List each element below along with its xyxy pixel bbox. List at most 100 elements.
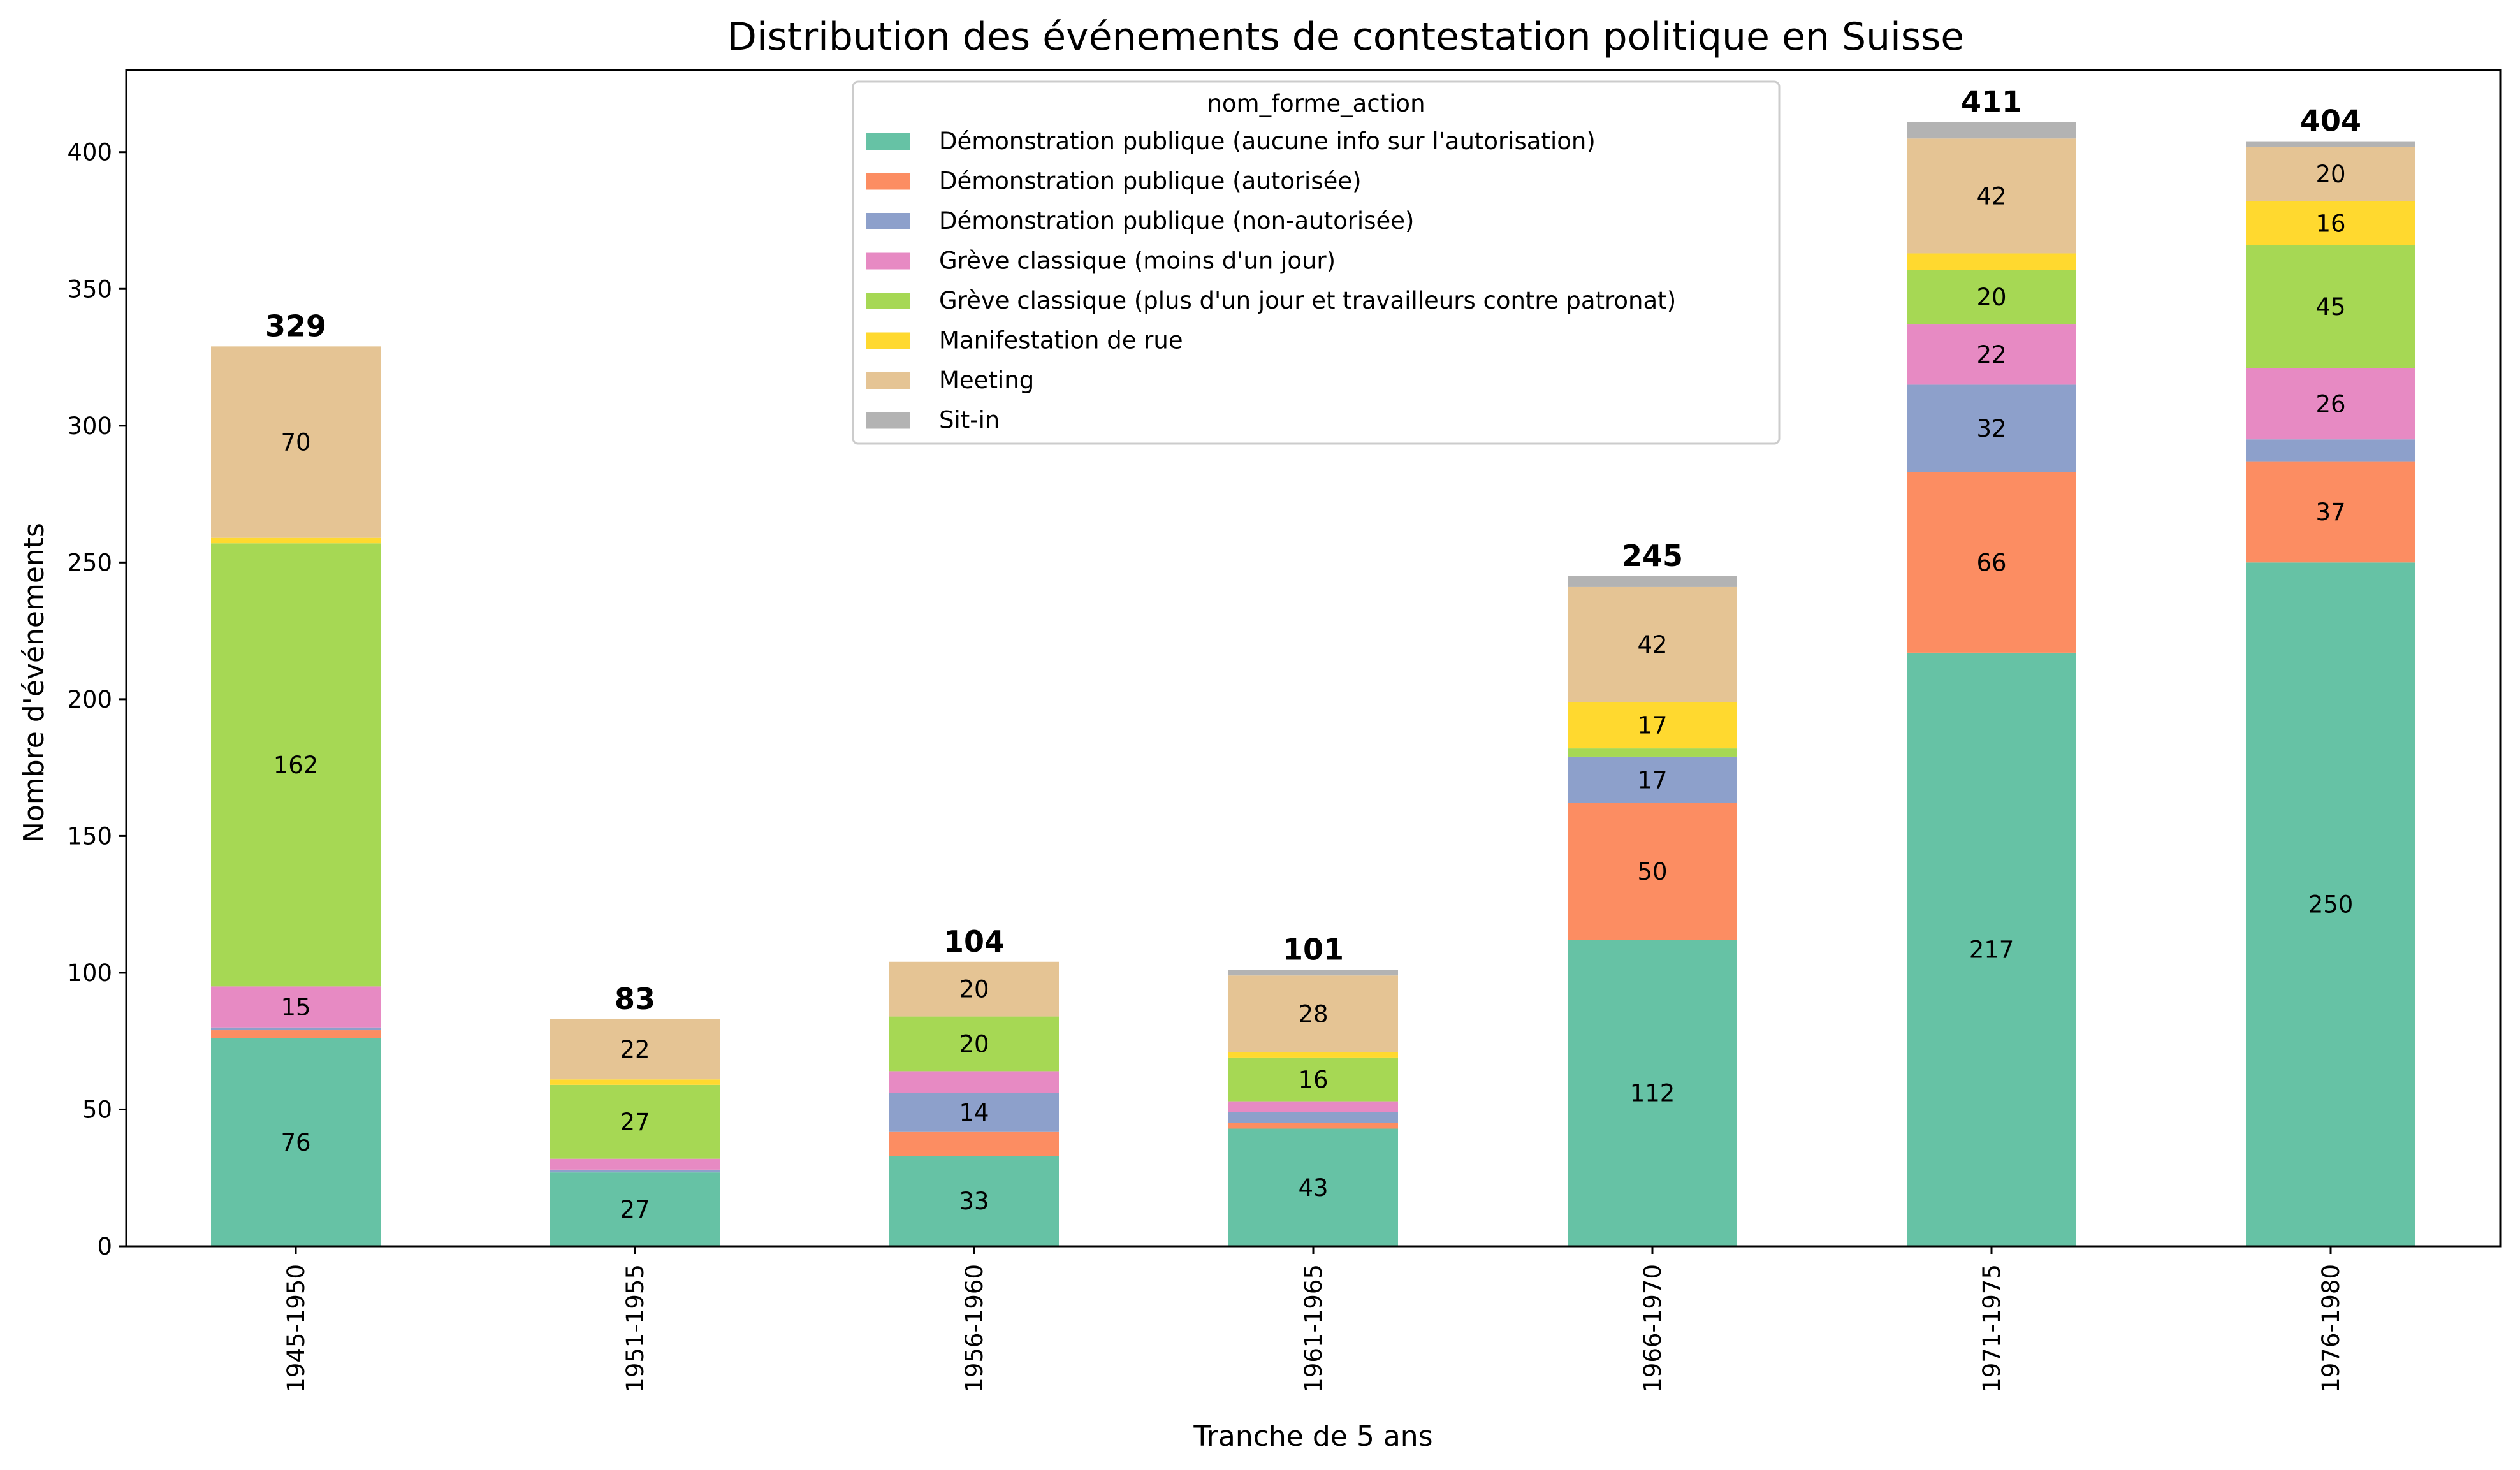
legend-label: Sit-in xyxy=(939,407,1000,434)
bar-value-label: 250 xyxy=(2308,891,2354,919)
bar-segment-1961-1965-s7 xyxy=(1228,970,1398,976)
bar-segment-1945-1950-s5 xyxy=(211,537,381,544)
bar-segment-1971-1975-s6 xyxy=(1907,138,2076,254)
bar-segment-1961-1965-s6 xyxy=(1228,975,1398,1052)
bar-segment-1956-1960-s1 xyxy=(889,1131,1059,1156)
legend-swatch xyxy=(866,213,910,229)
bar-segment-1971-1975-s0 xyxy=(1907,652,2076,1246)
legend-title: nom_forme_action xyxy=(1207,90,1425,117)
bar-value-label: 17 xyxy=(1637,712,1667,739)
bar-value-label: 26 xyxy=(2315,390,2345,418)
bars-layer: 76 15 162 70 329 27 27 22 83 33 14 20 20 104 43 16 28 101… xyxy=(211,85,2415,1246)
legend-swatch xyxy=(866,412,910,429)
axes-layer: 1945-1950 1951-1955 1956-1960 1961-1965 1966… xyxy=(67,69,2502,1393)
bar-segment-1976-1980-s3 xyxy=(2246,368,2415,440)
bar-total-label: 329 xyxy=(265,309,326,343)
bar-segment-1976-1980-s1 xyxy=(2246,461,2415,563)
x-tick-label: 1971-1975 xyxy=(1978,1264,2006,1393)
bar-value-label: 16 xyxy=(2315,210,2345,237)
bar-segment-1966-1970-s4 xyxy=(1568,748,1737,757)
bar-value-label: 20 xyxy=(1976,284,2006,311)
bar-segment-1966-1970-s6 xyxy=(1568,586,1737,702)
bar-segment-1976-1980-s7 xyxy=(2246,141,2415,147)
bar-total-label: 245 xyxy=(1622,539,1683,573)
x-tick-label: 1945-1950 xyxy=(282,1264,310,1393)
y-tick-label: 100 xyxy=(67,959,112,987)
bar-value-label: 15 xyxy=(280,994,310,1021)
bar-value-label: 217 xyxy=(1969,936,2014,963)
bar-segment-1951-1955-s3 xyxy=(550,1158,720,1170)
bar-segment-1961-1965-s3 xyxy=(1228,1101,1398,1112)
bar-segment-1956-1960-s0 xyxy=(889,1156,1059,1246)
bar-segment-1971-1975-s4 xyxy=(1907,270,2076,325)
legend-swatch xyxy=(866,332,910,349)
bar-value-label: 20 xyxy=(959,976,989,1003)
plot-frame xyxy=(125,69,2502,1248)
y-axis-label: Nombre d'événements xyxy=(18,523,50,843)
bar-segment-1961-1965-s2 xyxy=(1228,1112,1398,1123)
legend-swatch xyxy=(866,252,910,270)
bar-value-label: 42 xyxy=(1637,631,1667,659)
bar-value-label: 162 xyxy=(273,752,319,779)
y-tick-label: 250 xyxy=(67,549,112,576)
bar-segment-1966-1970-s7 xyxy=(1568,576,1737,587)
bar-value-label: 32 xyxy=(1976,415,2006,442)
bar-value-label: 27 xyxy=(620,1109,650,1136)
bar-segment-1945-1950-s1 xyxy=(211,1030,381,1038)
y-tick-label: 350 xyxy=(67,275,112,303)
bar-segment-1951-1955-s2 xyxy=(550,1169,720,1173)
bar-total-label: 104 xyxy=(943,924,1005,959)
y-tick-label: 300 xyxy=(67,412,112,440)
legend-label: Manifestation de rue xyxy=(939,327,1183,354)
x-tick-label: 1976-1980 xyxy=(2317,1264,2345,1393)
bar-value-label: 20 xyxy=(959,1030,989,1058)
legend-box xyxy=(852,80,1781,445)
bar-total-label: 411 xyxy=(1961,85,2022,119)
bar-value-label: 22 xyxy=(1976,341,2006,368)
x-tick-label: 1951-1955 xyxy=(622,1264,649,1393)
bar-value-label: 20 xyxy=(2315,161,2345,188)
bar-segment-1971-1975-s5 xyxy=(1907,253,2076,270)
legend: nom_forme_action Démonstration publique (… xyxy=(852,80,1781,445)
x-axis-label: Tranche de 5 ans xyxy=(1193,1420,1432,1453)
y-tick-label: 0 xyxy=(97,1233,112,1260)
legend-label: Démonstration publique (aucune info sur … xyxy=(939,127,1596,155)
legend-label: Démonstration publique (autorisée) xyxy=(939,168,1362,195)
y-tick-label: 400 xyxy=(67,139,112,166)
bar-segment-1956-1960-s4 xyxy=(889,1016,1059,1072)
bar-segment-1961-1965-s4 xyxy=(1228,1057,1398,1102)
bar-segment-1945-1950-s2 xyxy=(211,1027,381,1031)
bar-value-label: 17 xyxy=(1637,766,1667,794)
bar-value-label: 16 xyxy=(1298,1066,1328,1093)
bar-segment-1966-1970-s5 xyxy=(1568,702,1737,749)
y-tick-label: 150 xyxy=(67,822,112,850)
bar-value-label: 14 xyxy=(959,1099,989,1126)
bar-value-label: 66 xyxy=(1976,549,2006,576)
bar-segment-1976-1980-s5 xyxy=(2246,201,2415,245)
legend-swatch xyxy=(866,293,910,309)
legend-swatch xyxy=(866,372,910,389)
bar-segment-1971-1975-s3 xyxy=(1907,324,2076,385)
bar-segment-1976-1980-s0 xyxy=(2246,562,2415,1246)
legend-label: Grève classique (moins d'un jour) xyxy=(939,247,1336,275)
bar-value-label: 112 xyxy=(1630,1080,1675,1107)
bar-segment-1945-1950-s4 xyxy=(211,543,381,987)
bar-total-label: 101 xyxy=(1283,933,1344,967)
bar-value-label: 70 xyxy=(280,429,310,456)
bar-segment-1976-1980-s6 xyxy=(2246,147,2415,201)
bar-segment-1956-1960-s3 xyxy=(889,1071,1059,1093)
bar-value-label: 76 xyxy=(280,1129,310,1156)
legend-label: Démonstration publique (non-autorisée) xyxy=(939,207,1414,235)
legend-label: Grève classique (plus d'un jour et trava… xyxy=(939,287,1676,314)
bar-segment-1966-1970-s1 xyxy=(1568,803,1737,940)
bar-value-label: 37 xyxy=(2315,498,2345,526)
bar-total-label: 404 xyxy=(2300,104,2361,138)
bar-value-label: 42 xyxy=(1976,182,2006,210)
y-tick-label: 50 xyxy=(82,1096,112,1123)
bar-value-label: 43 xyxy=(1298,1174,1328,1202)
bar-segment-1961-1965-s1 xyxy=(1228,1123,1398,1129)
bar-segment-1956-1960-s2 xyxy=(889,1093,1059,1132)
bar-value-label: 27 xyxy=(620,1196,650,1223)
chart-title: Distribution des événements de contestat… xyxy=(727,15,1964,59)
